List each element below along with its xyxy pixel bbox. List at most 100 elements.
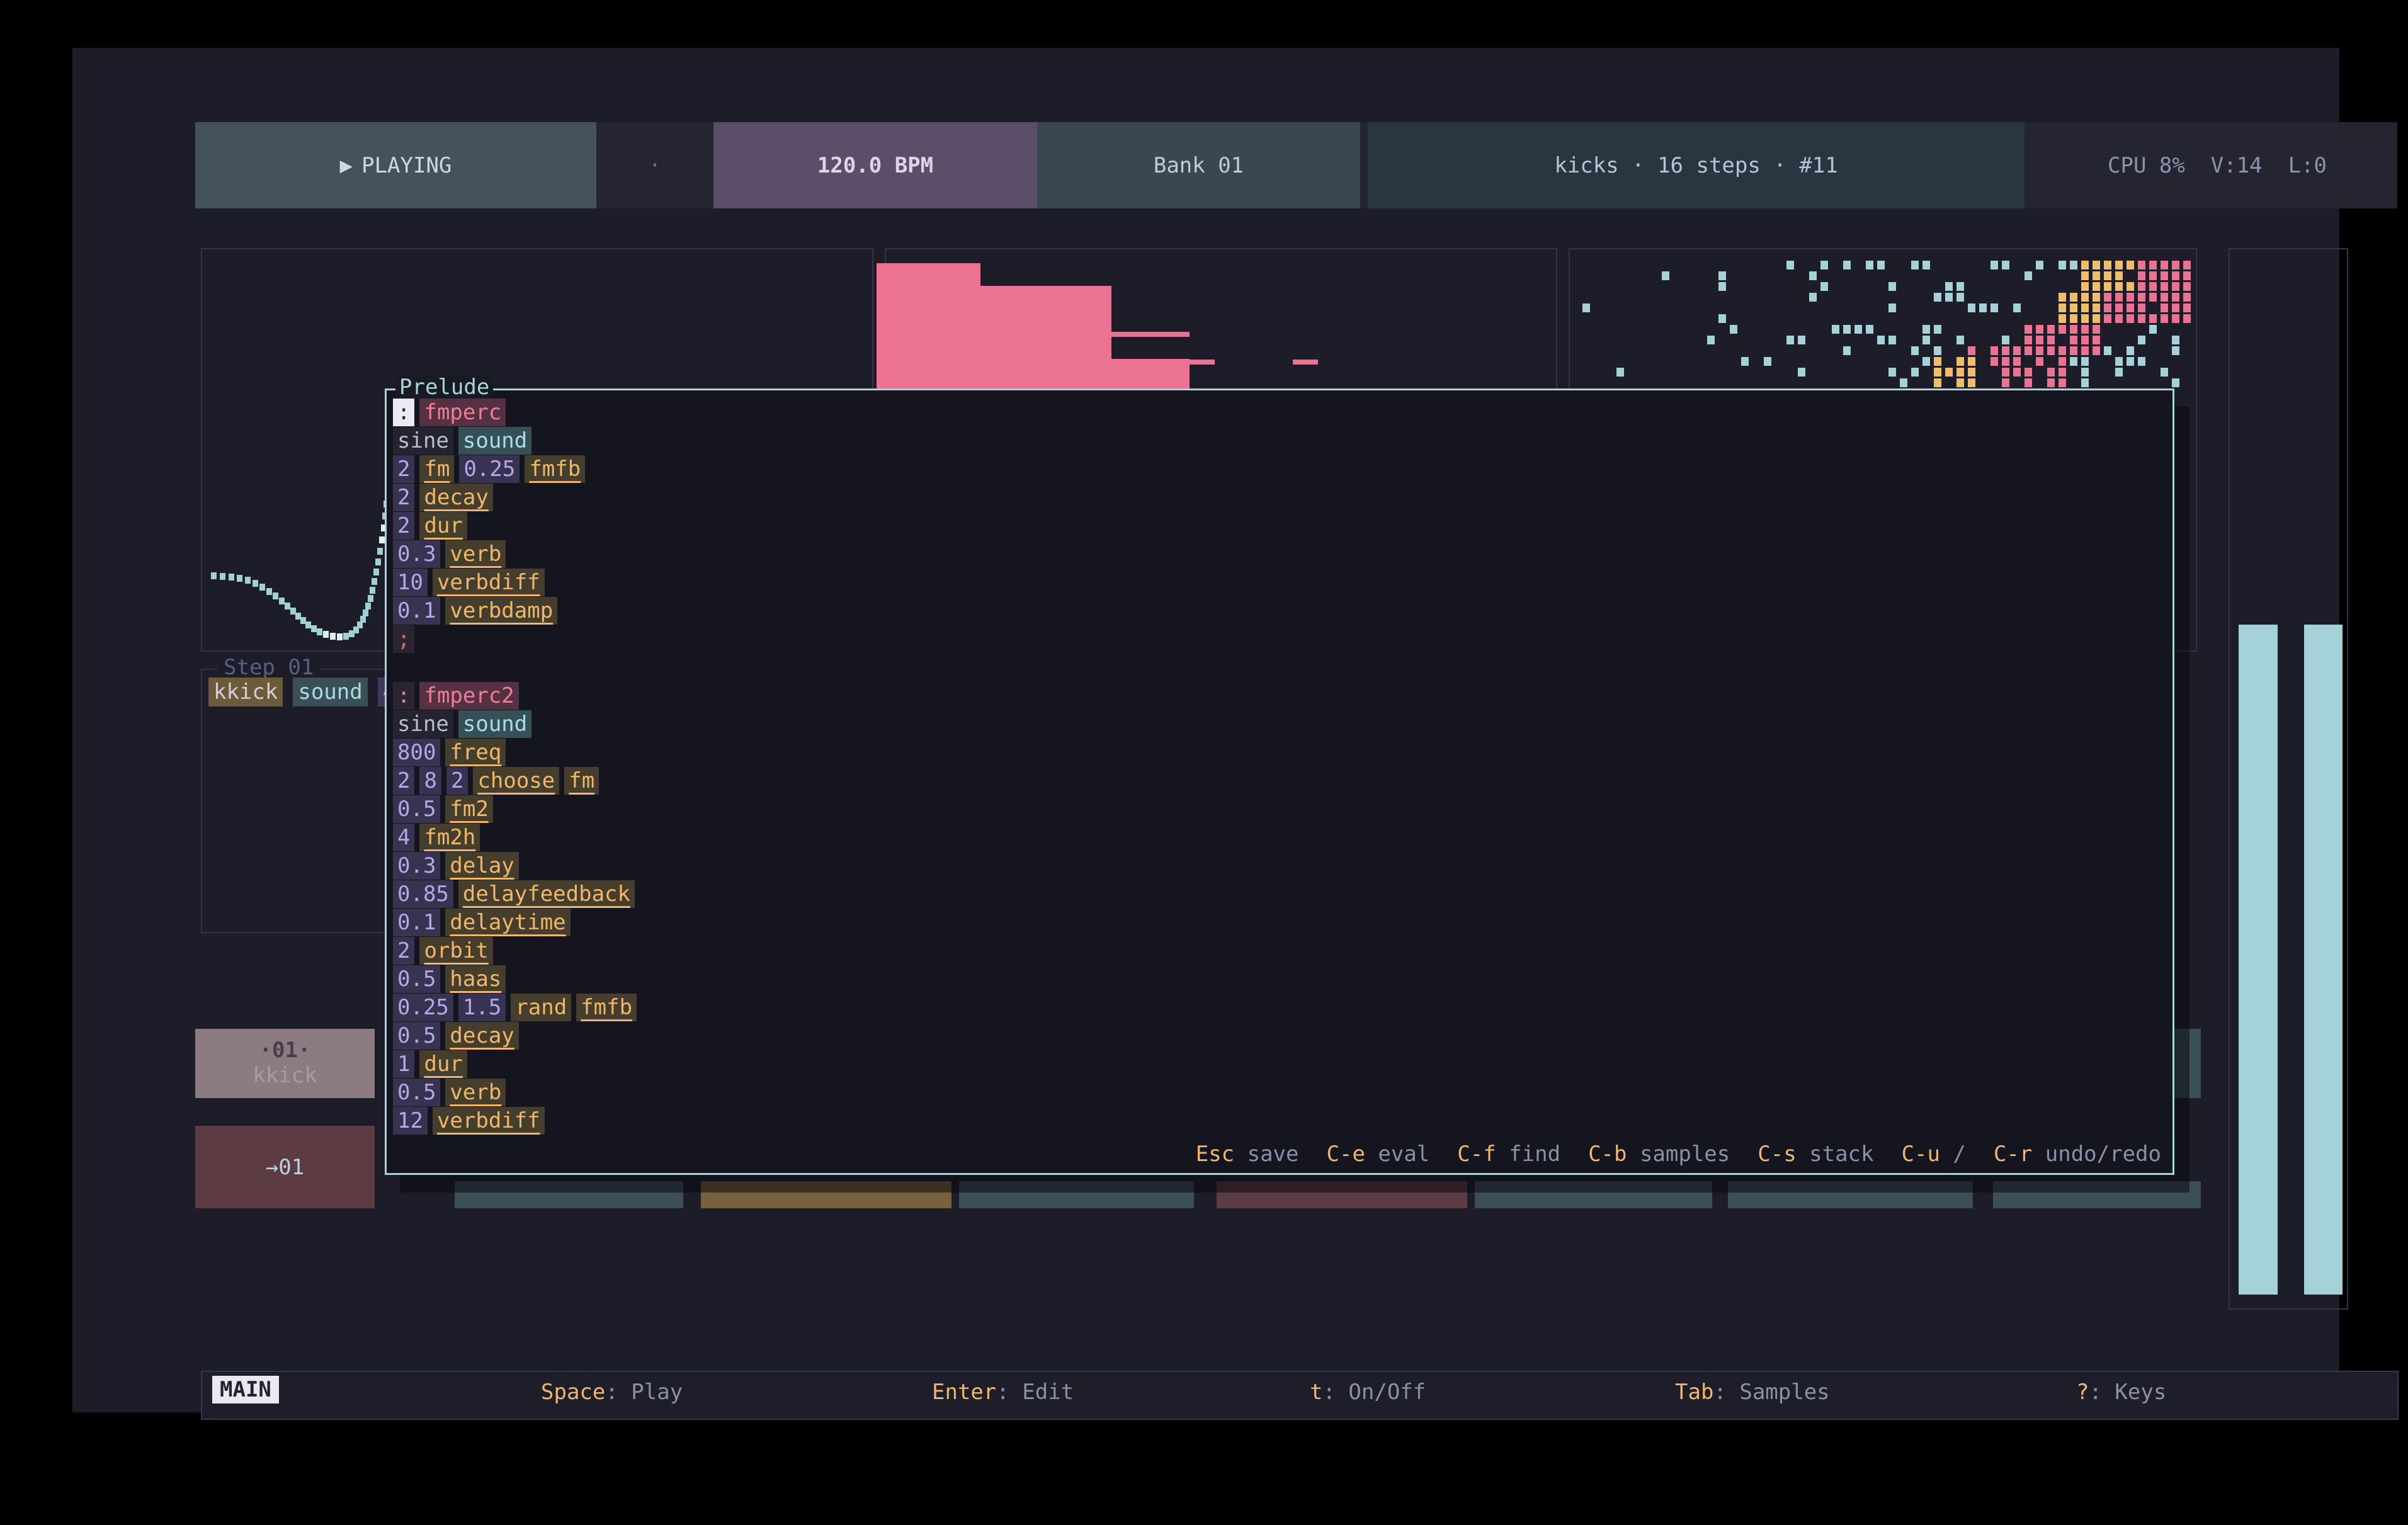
code-token-num[interactable]: 0.3 <box>393 540 441 568</box>
pattern-strip-cell[interactable] <box>1475 1181 1712 1208</box>
code-token-num[interactable]: 0.5 <box>393 1078 441 1106</box>
code-token-num[interactable]: 0.5 <box>393 795 441 823</box>
code-line[interactable]: : fmperc <box>393 398 637 426</box>
code-token-num[interactable]: 12 <box>393 1106 428 1135</box>
code-token-num[interactable]: 0.85 <box>393 880 453 908</box>
code-token-param[interactable]: delaytime <box>445 908 571 936</box>
code-line[interactable]: 0.85 delayfeedback <box>393 880 637 908</box>
code-token-num[interactable]: 1.5 <box>458 993 506 1021</box>
code-token-num[interactable]: 0.3 <box>393 851 441 880</box>
playing-toggle[interactable]: ▶ PLAYING <box>195 122 596 208</box>
code-token-param[interactable]: choose <box>473 766 560 795</box>
code-token-osc[interactable]: sine <box>393 426 453 455</box>
code-token-param[interactable]: delayfeedback <box>458 880 635 908</box>
code-token-param[interactable]: verb <box>445 1078 506 1106</box>
step-chip-kkick[interactable]: kkick <box>208 677 283 706</box>
code-token-name[interactable]: fmperc2 <box>419 681 519 710</box>
pattern-strip-cell[interactable] <box>1217 1181 1467 1208</box>
code-line[interactable]: 0.3 delay <box>393 851 637 880</box>
code-token-num[interactable]: 0.1 <box>393 908 441 936</box>
code-token-num[interactable]: 1 <box>393 1050 415 1078</box>
bpm-display[interactable]: 120.0 BPM <box>713 122 1037 208</box>
code-token-fn[interactable]: rand <box>511 993 572 1021</box>
code-token-osc[interactable]: sine <box>393 710 453 738</box>
code-line[interactable]: 2 orbit <box>393 936 637 965</box>
code-token-num[interactable]: 0.25 <box>393 993 453 1021</box>
sequencer-cell-01[interactable]: ·01· kkick <box>195 1029 375 1098</box>
code-line[interactable]: 0.5 fm2 <box>393 795 637 823</box>
code-token-param[interactable]: fm2 <box>445 795 493 823</box>
code-token-num[interactable]: 2 <box>393 455 415 483</box>
code-line[interactable]: 800 freq <box>393 738 637 766</box>
code-token-num[interactable]: 10 <box>393 568 428 596</box>
code-token-num[interactable]: 2 <box>393 936 415 965</box>
pattern-info[interactable]: kicks · 16 steps · #11 <box>1368 122 2025 208</box>
code-line[interactable]: 10 verbdiff <box>393 568 637 596</box>
code-token-param[interactable]: fmfb <box>525 455 586 483</box>
code-line[interactable]: 12 verbdiff <box>393 1106 637 1135</box>
code-line[interactable]: 0.3 verb <box>393 540 637 568</box>
code-line[interactable]: 0.1 delaytime <box>393 908 637 936</box>
code-line[interactable]: 0.5 verb <box>393 1078 637 1106</box>
code-token-param[interactable]: fm2h <box>419 823 480 851</box>
code-token-semi[interactable]: ; <box>393 625 415 653</box>
code-token-num[interactable]: 0.1 <box>393 596 441 625</box>
code-line[interactable]: 2 dur <box>393 511 637 540</box>
code-line[interactable]: 4 fm2h <box>393 823 637 851</box>
code-token-num[interactable]: 2 <box>446 766 469 795</box>
code-token-param[interactable]: verbdiff <box>432 1106 545 1135</box>
code-token-param[interactable]: fm <box>564 766 599 795</box>
code-token-num[interactable]: 8 <box>419 766 441 795</box>
pattern-strip-cell[interactable] <box>1728 1181 1973 1208</box>
code-token-param[interactable]: dur <box>419 511 467 540</box>
code-token-num[interactable]: 2 <box>393 766 415 795</box>
code-token-num[interactable]: 0.5 <box>393 1021 441 1050</box>
code-line[interactable]: 2 decay <box>393 483 637 511</box>
text-cursor[interactable]: : <box>393 398 415 426</box>
pattern-strip-cell[interactable] <box>959 1181 1194 1208</box>
code-line[interactable]: sine sound <box>393 426 637 455</box>
code-token-num[interactable]: 2 <box>393 511 415 540</box>
code-token-num[interactable]: 0.5 <box>393 965 441 993</box>
code-token-num[interactable]: 800 <box>393 738 441 766</box>
code-line[interactable]: 2 fm 0.25 fmfb <box>393 455 637 483</box>
pattern-strip-cell[interactable] <box>701 1181 951 1208</box>
code-token-param[interactable]: verb <box>445 540 506 568</box>
code-line[interactable]: : fmperc2 <box>393 681 637 710</box>
pattern-strip-cell[interactable] <box>455 1181 683 1208</box>
code-line[interactable]: 0.1 verbdamp <box>393 596 637 625</box>
code-token-name[interactable]: fmperc <box>419 398 506 426</box>
code-line[interactable]: ; <box>393 625 637 653</box>
code-editor[interactable]: : fmperc sine sound 2 fm 0.25 fmfb 2 decay 2 dur 0.3… <box>393 398 637 1135</box>
code-token-num[interactable]: 4 <box>393 823 415 851</box>
code-token-param[interactable]: dur <box>419 1050 467 1078</box>
code-token-num[interactable]: 0.25 <box>459 455 520 483</box>
step-chip-sound[interactable]: sound <box>293 677 368 706</box>
code-token-param[interactable]: fmfb <box>576 993 637 1021</box>
code-token-colon[interactable]: : <box>393 681 415 710</box>
code-token-param[interactable]: verbdiff <box>432 568 545 596</box>
pattern-strip-cell[interactable] <box>1993 1181 2201 1208</box>
code-token-param[interactable]: decay <box>445 1021 519 1050</box>
bank-selector[interactable]: Bank 01 <box>1037 122 1360 208</box>
code-token-builtin[interactable]: sound <box>458 710 532 738</box>
code-token-param[interactable]: haas <box>445 965 506 993</box>
code-token-param[interactable]: delay <box>445 851 519 880</box>
code-line[interactable]: 1 dur <box>393 1050 637 1078</box>
code-line[interactable]: sine sound <box>393 710 637 738</box>
code-token-builtin[interactable]: sound <box>458 426 532 455</box>
sequencer-cell-arrow[interactable]: →01 <box>195 1126 375 1208</box>
code-line[interactable]: 0.5 haas <box>393 965 637 993</box>
code-line[interactable]: 2 8 2 choose fm <box>393 766 637 795</box>
code-line[interactable]: 0.5 decay <box>393 1021 637 1050</box>
code-token-num[interactable]: 2 <box>393 483 415 511</box>
code-line[interactable]: 0.25 1.5 rand fmfb <box>393 993 637 1021</box>
code-token-param[interactable]: orbit <box>419 936 493 965</box>
code-token-param[interactable]: verbdamp <box>445 596 558 625</box>
prelude-editor-modal[interactable]: Prelude : fmperc sine sound 2 fm 0.25 fmfb 2 deca… <box>385 375 2174 1175</box>
code-line[interactable] <box>393 653 637 681</box>
mode-badge[interactable]: MAIN <box>212 1376 279 1403</box>
code-token-param[interactable]: freq <box>445 738 506 766</box>
code-token-param[interactable]: fm <box>419 455 455 483</box>
code-token-param[interactable]: decay <box>419 483 493 511</box>
